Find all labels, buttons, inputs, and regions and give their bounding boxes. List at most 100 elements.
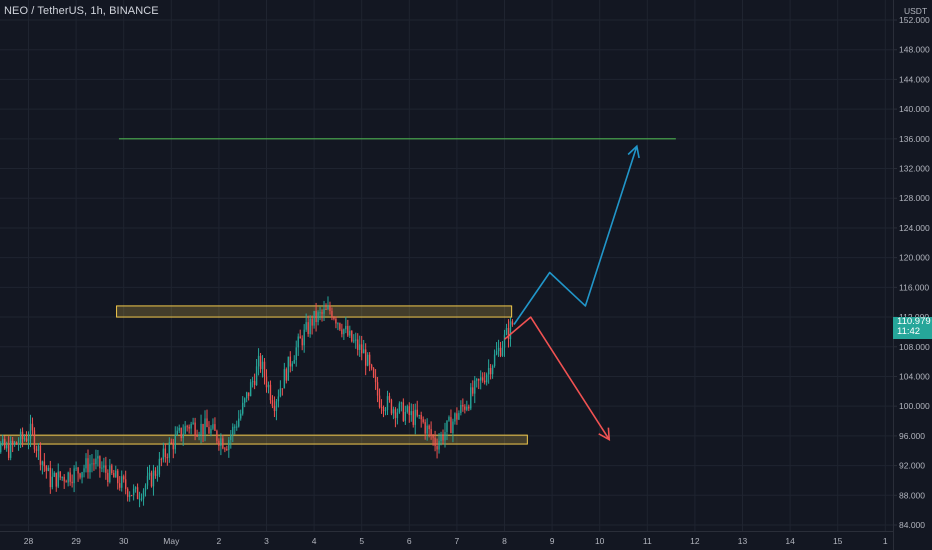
y-tick-label: 120.000 xyxy=(899,253,930,263)
symbol-header[interactable]: NEO / TetherUS, 1h, BINANCE xyxy=(4,5,159,17)
candle-body xyxy=(273,405,276,412)
candle-body xyxy=(390,399,393,414)
candle-body xyxy=(420,415,422,420)
x-tick-label: 2 xyxy=(217,536,222,546)
last-price-value: 110.979 xyxy=(897,315,931,327)
candle-body xyxy=(315,310,317,323)
candle-body xyxy=(63,476,65,482)
candle-body xyxy=(194,422,196,436)
candle-body xyxy=(384,410,387,412)
x-tick-label: 5 xyxy=(359,536,364,546)
candle-body xyxy=(343,329,345,335)
candle-body xyxy=(501,347,504,356)
candle-body xyxy=(291,363,293,367)
candle-body xyxy=(269,384,272,401)
candle-body xyxy=(319,312,321,314)
candle-body xyxy=(370,364,373,369)
candle-body xyxy=(93,463,95,465)
candle-body xyxy=(283,369,286,389)
candle-body xyxy=(271,400,274,406)
candle-body xyxy=(130,495,133,497)
candle-body xyxy=(355,339,357,341)
candle-body xyxy=(59,471,61,478)
y-tick-label: 88.000 xyxy=(899,490,925,500)
last-price-tag: 110.979 11:42 xyxy=(893,315,932,339)
candle-body xyxy=(311,318,313,326)
candle-body xyxy=(247,392,250,397)
candle-body xyxy=(113,473,115,478)
x-tick-label: 12 xyxy=(690,536,700,546)
price-axis[interactable]: 152.000 148.000 144.000 140.000 136.000 132.0… xyxy=(893,15,930,530)
candle-body xyxy=(152,470,155,487)
candle-body xyxy=(339,323,341,330)
candle-body xyxy=(230,435,232,441)
candle-body xyxy=(41,461,44,465)
candle-body xyxy=(303,329,305,346)
candle-body xyxy=(434,437,436,447)
candle-body xyxy=(261,361,264,370)
candle-body xyxy=(85,458,87,469)
candle-body xyxy=(17,443,20,445)
candle-body xyxy=(412,411,414,425)
candle-body xyxy=(329,305,331,311)
candle-body xyxy=(99,456,101,469)
candle-body xyxy=(297,336,299,348)
candle-body xyxy=(452,421,454,434)
candle-body xyxy=(27,438,30,441)
x-tick-label: 29 xyxy=(71,536,81,546)
candle-body xyxy=(117,470,119,484)
candle-body xyxy=(4,438,6,449)
candle-body xyxy=(103,465,105,468)
candle-body xyxy=(424,422,426,434)
candle-body xyxy=(75,467,77,469)
candle-body xyxy=(200,423,202,435)
candle-body xyxy=(277,396,280,402)
candle-body xyxy=(474,380,476,394)
candle-body xyxy=(362,349,365,354)
candle-body xyxy=(168,442,171,458)
candle-body xyxy=(19,431,22,444)
y-tick-label: 136.000 xyxy=(899,134,930,144)
candle-body xyxy=(53,472,55,477)
candle-body xyxy=(15,442,18,445)
candle-body xyxy=(156,474,159,476)
y-tick-label: 84.000 xyxy=(899,520,925,530)
candle-body xyxy=(366,354,369,366)
candle-body xyxy=(132,488,135,496)
y-tick-label: 104.000 xyxy=(899,371,930,381)
y-tick-label: 116.000 xyxy=(899,282,929,292)
candle-body xyxy=(426,425,428,434)
candle-body xyxy=(491,365,494,375)
candle-body xyxy=(376,382,379,396)
currency-label: USDT xyxy=(904,6,927,16)
candle-body xyxy=(444,432,446,441)
candle-body xyxy=(144,485,147,491)
x-tick-label: 8 xyxy=(502,536,507,546)
time-axis[interactable]: 28 29 30 May 2 3 4 5 6 7 8 9 10 11 12 13 14 15 1 xyxy=(24,536,888,546)
candle-body xyxy=(190,423,192,429)
candle-body xyxy=(224,448,226,450)
candle-body xyxy=(87,458,89,473)
candle-body xyxy=(372,368,375,377)
candle-body xyxy=(470,387,472,409)
candle-body xyxy=(109,465,111,482)
candle-body xyxy=(245,392,248,399)
x-tick-label: 30 xyxy=(119,536,129,546)
x-tick-label: 1 xyxy=(883,536,888,546)
candle-body xyxy=(158,458,161,475)
candle-body xyxy=(188,426,190,429)
candle-body xyxy=(333,317,335,319)
bullish-arrow-head xyxy=(627,144,640,159)
candle-body xyxy=(497,347,500,352)
candle-body xyxy=(232,426,234,436)
x-tick-label: 7 xyxy=(455,536,460,546)
candle-body xyxy=(357,339,359,350)
candle-body xyxy=(43,461,46,467)
candle-body xyxy=(31,423,34,431)
candle-body xyxy=(285,369,288,381)
candle-body xyxy=(216,430,218,441)
y-tick-label: 148.000 xyxy=(899,45,930,55)
x-tick-label: 9 xyxy=(550,536,555,546)
candle-body xyxy=(11,440,14,445)
